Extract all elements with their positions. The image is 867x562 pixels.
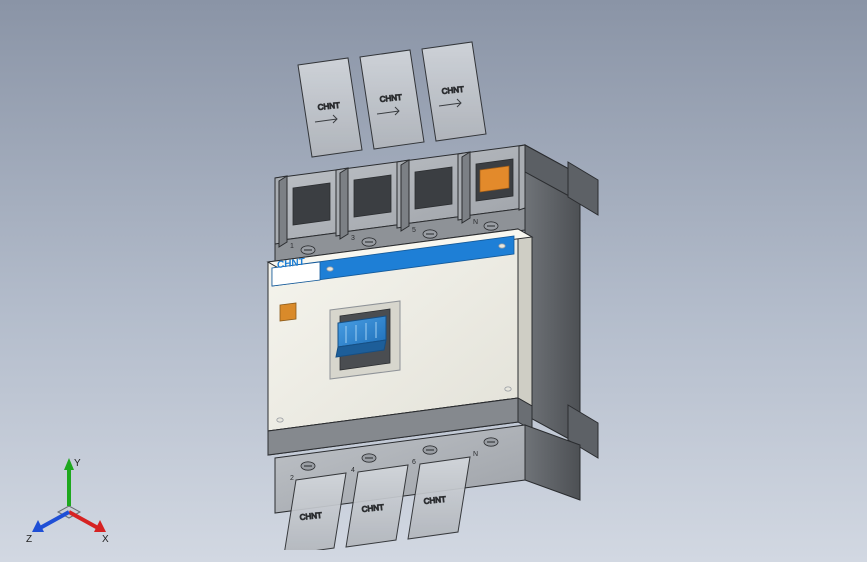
- term-top-n: N: [473, 219, 478, 226]
- term-bot-2: 2: [290, 475, 294, 482]
- indicator-window: [280, 303, 296, 321]
- model-3d[interactable]: 1 3 5 N CHNT CHNT: [180, 10, 700, 550]
- term-bot-6: 6: [412, 459, 416, 466]
- term-bot-4: 4: [351, 467, 355, 474]
- term-top-3: 3: [351, 235, 355, 242]
- triad-axis-x: X: [69, 512, 109, 544]
- terminal-shields-top: CHNT CHNT CHNT: [298, 42, 486, 157]
- triad-label-y: Y: [74, 458, 81, 469]
- terminal-internal-orange: [480, 166, 509, 192]
- term-bot-n: N: [473, 451, 478, 458]
- cad-viewport[interactable]: 1 3 5 N CHNT CHNT: [0, 0, 867, 562]
- triad-axis-y: Y: [64, 458, 81, 506]
- orientation-triad[interactable]: Y X Z: [24, 454, 114, 544]
- face-plate-side: [518, 229, 532, 406]
- triad-label-z: Z: [26, 534, 32, 544]
- model-svg: 1 3 5 N CHNT CHNT: [180, 10, 700, 550]
- triad-label-x: X: [102, 534, 109, 544]
- toggle-handle[interactable]: [336, 316, 386, 357]
- term-top-1: 1: [290, 243, 294, 250]
- triad-axis-z: Z: [26, 512, 69, 544]
- triad-svg: Y X Z: [24, 454, 114, 544]
- term-top-5: 5: [412, 227, 416, 234]
